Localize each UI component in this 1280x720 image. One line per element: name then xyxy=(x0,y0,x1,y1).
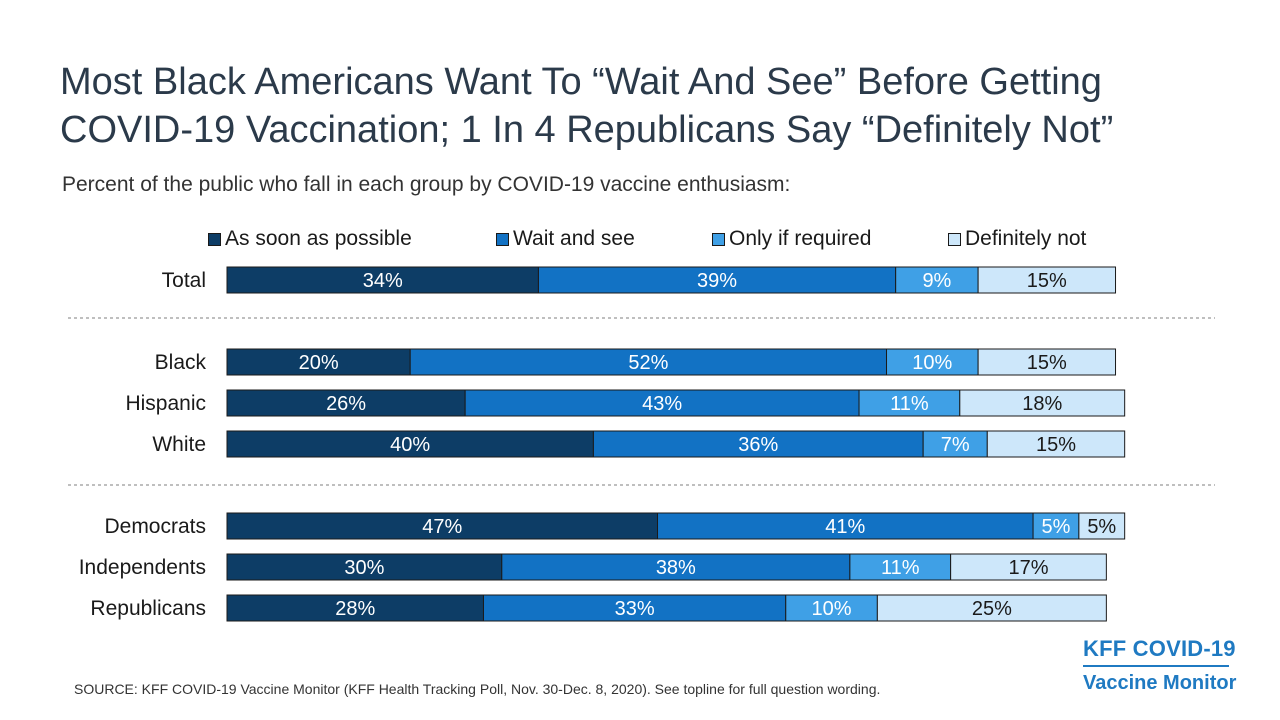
legend-swatch-as-soon-as-possible xyxy=(208,232,221,246)
legend-swatch-definitely-not xyxy=(948,232,961,246)
legend: As soon as possible Wait and see Only if… xyxy=(208,227,1148,251)
legend-label: Definitely not xyxy=(965,227,1087,250)
category-label-democrats: Democrats xyxy=(104,515,206,538)
data-label-democrats-wait-and-see: 41% xyxy=(825,516,865,538)
data-label-independents-wait-and-see: 38% xyxy=(656,557,696,579)
legend-item-only-if-required: Only if required xyxy=(712,227,871,251)
data-label-republicans-definitely-not: 25% xyxy=(972,598,1012,620)
legend-label: As soon as possible xyxy=(225,227,412,250)
bar-hispanic-definitely-not xyxy=(959,389,1126,417)
bar-white-definitely-not xyxy=(986,430,1126,458)
bar-black-as-soon-as-possible xyxy=(226,348,411,376)
bar-independents-as-soon-as-possible xyxy=(226,553,503,581)
data-label-black-wait-and-see: 52% xyxy=(628,352,668,374)
bar-republicans-definitely-not xyxy=(876,594,1107,622)
bar-white-as-soon-as-possible xyxy=(226,430,594,458)
bar-democrats-definitely-not xyxy=(1078,512,1126,540)
data-label-democrats-only-if-required: 5% xyxy=(1042,516,1071,538)
bar-hispanic-as-soon-as-possible xyxy=(226,389,466,417)
data-label-hispanic-wait-and-see: 43% xyxy=(642,393,682,415)
data-label-democrats-definitely-not: 5% xyxy=(1087,516,1116,538)
logo-rule xyxy=(1083,665,1229,667)
bar-independents-only-if-required xyxy=(849,553,952,581)
data-label-independents-only-if-required: 11% xyxy=(881,557,920,579)
chart-title: Most Black Americans Want To “Wait And S… xyxy=(60,61,1114,151)
category-label-black: Black xyxy=(155,351,207,374)
data-label-total-wait-and-see: 39% xyxy=(697,270,737,292)
data-label-total-only-if-required: 9% xyxy=(922,270,951,292)
bar-democrats-wait-and-see xyxy=(657,512,1034,540)
data-label-white-as-soon-as-possible: 40% xyxy=(390,434,430,456)
data-label-republicans-wait-and-see: 33% xyxy=(615,598,655,620)
bar-independents-definitely-not xyxy=(950,553,1107,581)
data-label-hispanic-only-if-required: 11% xyxy=(890,393,929,415)
category-label-total: Total xyxy=(162,269,206,292)
bar-republicans-as-soon-as-possible xyxy=(226,594,484,622)
data-label-hispanic-definitely-not: 18% xyxy=(1022,393,1062,415)
bar-black-only-if-required xyxy=(886,348,979,376)
data-label-total-as-soon-as-possible: 34% xyxy=(363,270,403,292)
data-label-hispanic-as-soon-as-possible: 26% xyxy=(326,393,366,415)
legend-item-definitely-not: Definitely not xyxy=(948,227,1086,251)
logo-line1: KFF COVID-19 xyxy=(1083,636,1236,661)
bar-total-definitely-not xyxy=(977,266,1117,294)
category-label-white: White xyxy=(152,433,206,456)
data-label-republicans-only-if-required: 10% xyxy=(812,598,852,620)
bar-hispanic-only-if-required xyxy=(858,389,961,417)
legend-label: Wait and see xyxy=(513,227,635,250)
legend-label: Only if required xyxy=(729,227,872,250)
logo-line2: Vaccine Monitor xyxy=(1083,672,1237,694)
data-label-black-definitely-not: 15% xyxy=(1027,352,1067,374)
bar-total-only-if-required xyxy=(895,266,979,294)
bar-white-only-if-required xyxy=(922,430,988,458)
data-label-black-only-if-required: 10% xyxy=(912,352,952,374)
category-label-independents: Independents xyxy=(79,556,206,579)
data-label-white-definitely-not: 15% xyxy=(1036,434,1076,456)
bar-hispanic-wait-and-see xyxy=(464,389,860,417)
legend-swatch-wait-and-see xyxy=(496,232,509,246)
kff-logo: KFF COVID-19 Vaccine Monitor xyxy=(1083,636,1253,695)
bar-democrats-as-soon-as-possible xyxy=(226,512,659,540)
chart-subtitle: Percent of the public who fall in each g… xyxy=(62,173,791,196)
legend-item-as-soon-as-possible: As soon as possible xyxy=(208,227,412,251)
legend-item-wait-and-see: Wait and see xyxy=(496,227,635,251)
data-label-white-wait-and-see: 36% xyxy=(738,434,778,456)
data-label-independents-as-soon-as-possible: 30% xyxy=(344,557,384,579)
legend-swatch-only-if-required xyxy=(712,232,725,246)
bar-republicans-wait-and-see xyxy=(482,594,787,622)
data-label-total-definitely-not: 15% xyxy=(1027,270,1067,292)
data-label-democrats-as-soon-as-possible: 47% xyxy=(422,516,462,538)
category-label-republicans: Republicans xyxy=(90,597,206,620)
bar-black-definitely-not xyxy=(977,348,1117,376)
data-label-independents-definitely-not: 17% xyxy=(1008,557,1048,579)
data-label-white-only-if-required: 7% xyxy=(941,434,970,456)
category-label-hispanic: Hispanic xyxy=(125,392,206,415)
bar-independents-wait-and-see xyxy=(501,553,851,581)
data-label-republicans-as-soon-as-possible: 28% xyxy=(335,598,375,620)
data-label-black-as-soon-as-possible: 20% xyxy=(299,352,339,374)
bar-republicans-only-if-required xyxy=(785,594,878,622)
bar-white-wait-and-see xyxy=(592,430,924,458)
source-note: SOURCE: KFF COVID-19 Vaccine Monitor (KF… xyxy=(74,681,881,697)
